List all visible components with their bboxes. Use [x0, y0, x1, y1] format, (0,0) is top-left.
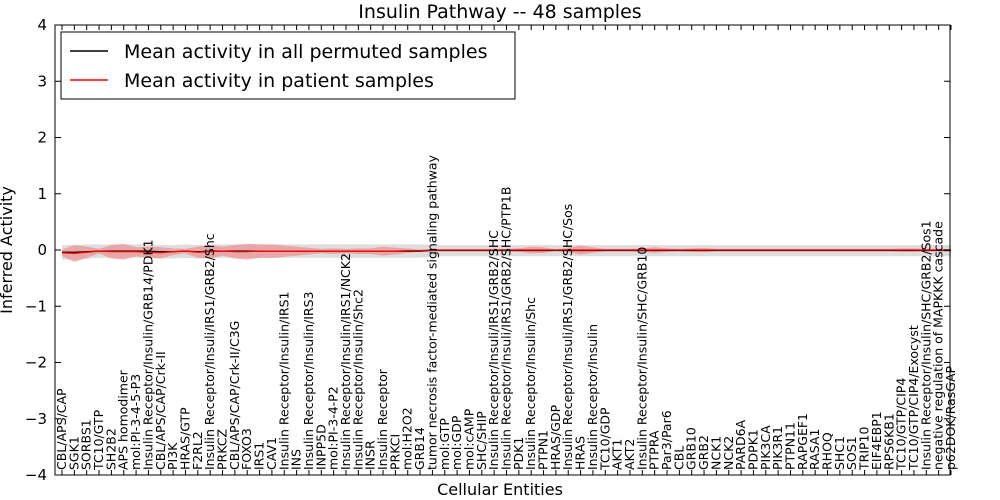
x-tick-label: SHC/SHIP	[474, 411, 489, 470]
x-tick-label: INS	[289, 449, 304, 470]
x-tick-label: RPS6KB1	[881, 413, 896, 470]
x-tick-label: SGK1	[66, 436, 81, 470]
x-tick-label: HRAS/GDP	[548, 404, 563, 470]
x-tick-label: HRAS/GTP	[177, 407, 192, 470]
x-tick-label: HRAS	[573, 436, 588, 470]
x-tick-label: GRB10	[684, 427, 699, 470]
x-tick-label: Insulin Receptor/Insuli/IRS1/GRB2/SHC	[486, 230, 501, 470]
x-tick-label: Insulin Receptor/Insulin/IRS3	[301, 292, 316, 470]
x-tick-label: TC10/GDP	[597, 407, 612, 471]
legend-label-1: Mean activity in patient samples	[124, 70, 434, 92]
confidence-bands	[62, 243, 951, 262]
x-tick-label: Insulin Receptor/Insulin/GRB14/PDK1	[140, 239, 155, 470]
x-tick-label: CAV1	[264, 437, 279, 470]
y-tick-label: −2	[25, 354, 47, 372]
x-tick-label: AKT1	[610, 439, 625, 470]
y-tick-label: 2	[37, 129, 47, 147]
x-tick-label: TC10/GTP/CIP4	[894, 378, 909, 471]
y-tick-label: 0	[37, 241, 47, 259]
x-tick-label: Insulin Receptor/Insuli/IRS1/GRB2/Shc	[202, 233, 217, 470]
y-axis-label: Inferred Activity	[0, 186, 16, 314]
x-tick-label: PDPK1	[745, 429, 760, 470]
x-tick-label: PRKCZ	[215, 429, 230, 470]
x-tick-label: PI3K	[165, 442, 180, 470]
x-tick-label: SORBS1	[79, 419, 94, 470]
y-axis: −4 −3 −2 −1 0 1 2 3 4	[25, 16, 950, 484]
x-tick-label: Par3/Par6	[659, 410, 674, 470]
x-tick-label: TC10/GTP	[91, 409, 106, 471]
x-tick-label: Insulin Receptor	[375, 368, 390, 470]
x-tick-label: mol:cAMP	[461, 408, 476, 470]
x-tick-label: mol:H2O2	[400, 407, 415, 470]
x-tick-label: CBL/APS/CAP/Crk-II/C3G	[227, 321, 242, 470]
x-tick-label: NCK1	[708, 436, 723, 470]
y-tick-label: −3	[25, 410, 47, 428]
x-tick-label: CBL/APS/CAP/Crk-II	[153, 351, 168, 470]
x-tick-label: SOS1	[844, 436, 859, 470]
y-tick-label: 1	[37, 185, 47, 203]
x-tick-label: Insulin Receptor/Insulin/SHC/GRB2/Sos1	[918, 220, 933, 470]
x-tick-label: IRS1	[252, 442, 267, 470]
legend-label-0: Mean activity in all permuted samples	[124, 41, 487, 63]
x-tick-label: NCK2	[721, 436, 736, 470]
x-tick-label: RHOQ	[820, 432, 835, 470]
x-tick-label: Insulin Receptor/Insulin/IRS1/NCK2	[338, 253, 353, 470]
x-tick-label: AKT2	[622, 439, 637, 470]
x-tick-label: Insulin Receptor/Insuli/IRS1/GRB2/SHC/PT…	[499, 187, 514, 470]
x-tick-label: CBL/APS/CAP	[54, 388, 69, 470]
x-tick-label: PARD6A	[733, 419, 748, 470]
x-tick-label: Insulin Receptor/Insulin/IRS1	[276, 292, 291, 470]
x-tick-label: PTPN1	[536, 430, 551, 470]
x-tick-label: GRB14	[412, 427, 427, 470]
x-tick-label: PRKCI	[387, 434, 402, 470]
x-tick-label: Insulin Receptor/Insuli/IRS1/GRB2/SHC/So…	[560, 204, 575, 470]
x-tick-label: negative regulation of MAPKKK cascade	[931, 221, 946, 470]
x-tick-label: mol:GTP	[437, 418, 452, 470]
x-tick-label: EIF4EBP1	[869, 411, 884, 470]
x-tick-label: p62DOK/RasGAP	[943, 365, 958, 470]
x-tick-label: F2RL2	[190, 431, 205, 470]
x-tick-label: Insulin Receptor/Insulin/SHC/GRB10	[634, 247, 649, 470]
x-tick-label: PDK1	[511, 437, 526, 470]
legend-box	[60, 31, 516, 100]
x-tick-label: CBL	[671, 446, 686, 470]
x-tick-label: INPP5D	[313, 424, 328, 470]
y-tick-label: 4	[37, 16, 47, 34]
series-lines	[61, 249, 951, 254]
x-tick-label: SH2B2	[103, 428, 118, 470]
x-tick-label: tumor necrosis factor-mediated signaling…	[424, 154, 439, 470]
x-tick-label: RAPGEF1	[795, 413, 810, 470]
series-band-1	[62, 243, 951, 262]
x-tick-label: RASA1	[807, 429, 822, 470]
x-tick-label: TC10/GTP/CIP4/Exocyst	[906, 325, 921, 471]
y-tick-label: 3	[37, 72, 47, 90]
x-tick-label: PTPRA	[647, 430, 662, 470]
x-tick-label: SHC1	[832, 436, 847, 470]
x-tick-label: APS homodimer	[116, 369, 131, 470]
x-tick-label: TRIP10	[857, 427, 872, 471]
x-tick-label: mol:GDP	[449, 415, 464, 470]
x-tick-label: PTPN11	[782, 422, 797, 470]
x-tick-label: INSR	[363, 440, 378, 470]
x-tick-label: mol:PI-3-4-P2	[326, 386, 341, 470]
x-tick-label: Insulin Receptor/Insulin/Shc	[523, 297, 538, 470]
legend: Mean activity in all permuted samples Mea…	[60, 31, 516, 100]
series-line-1	[61, 249, 951, 254]
x-tick-label: FOXO3	[239, 428, 254, 470]
x-tick-label: Insulin Receptor/Insulin	[585, 324, 600, 470]
x-tick-label: PIK3R1	[770, 426, 785, 470]
y-tick-label: −1	[25, 297, 47, 315]
x-tick-label: PIK3CA	[758, 425, 773, 470]
x-tick-label: mol:PI-3-4-5-P3	[128, 374, 143, 470]
x-tick-label: Insulin Receptor/Insulin/Shc2	[350, 289, 365, 470]
chart-title: Insulin Pathway -- 48 samples	[358, 1, 641, 23]
x-tick-label: GRB2	[696, 435, 711, 470]
y-tick-label: −4	[25, 466, 47, 484]
x-axis-label: Cellular Entities	[437, 480, 563, 499]
